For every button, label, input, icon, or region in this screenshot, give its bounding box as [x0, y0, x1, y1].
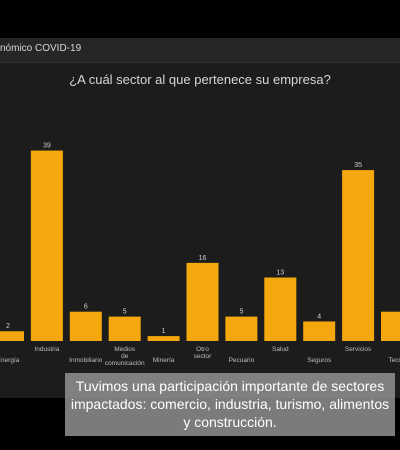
bar-5: [186, 262, 219, 341]
category-label-1: Industria: [34, 346, 59, 353]
data-label-6: 5: [239, 309, 243, 316]
data-label-8: 4: [317, 313, 321, 320]
category-label-5: Otro sector: [194, 346, 213, 360]
category-label-2: Inmobiliario: [69, 357, 103, 364]
category-label-6: Pecuario: [229, 357, 255, 364]
category-label-8: Seguros: [307, 357, 332, 364]
data-label-0: 2: [6, 323, 10, 330]
data-label-9: 35: [354, 162, 362, 169]
data-label-1: 39: [43, 143, 51, 150]
data-label-5: 16: [199, 255, 207, 262]
caption-box: Tuvimos una participación importante de …: [65, 373, 395, 436]
window-title: nómico COVID-19: [0, 43, 82, 54]
data-label-4: 1: [162, 328, 166, 335]
bar-7: [264, 277, 297, 341]
bar-3: [108, 316, 141, 341]
bar-4: [147, 336, 180, 341]
bar-8: [303, 321, 336, 341]
chart-title: ¿A cuál sector al que pertenece su empre…: [69, 72, 331, 87]
data-label-2: 6: [84, 304, 88, 311]
category-label-7: Salud: [272, 346, 289, 353]
category-label-3: Medios de comunicación: [105, 346, 145, 367]
category-label-0: Energía: [0, 357, 20, 364]
window-title-bar: [0, 38, 400, 63]
bar-6: [225, 316, 258, 341]
data-label-3: 5: [123, 309, 127, 316]
bar-10: [381, 311, 400, 341]
category-label-4: Minería: [153, 357, 175, 364]
bar-2: [69, 311, 102, 341]
bar-0: [0, 331, 24, 341]
bar-1: [30, 150, 63, 341]
category-label-10: Tecno: [388, 357, 400, 364]
data-label-7: 13: [276, 270, 284, 277]
category-label-9: Servicios: [345, 346, 372, 353]
bar-9: [342, 170, 375, 341]
